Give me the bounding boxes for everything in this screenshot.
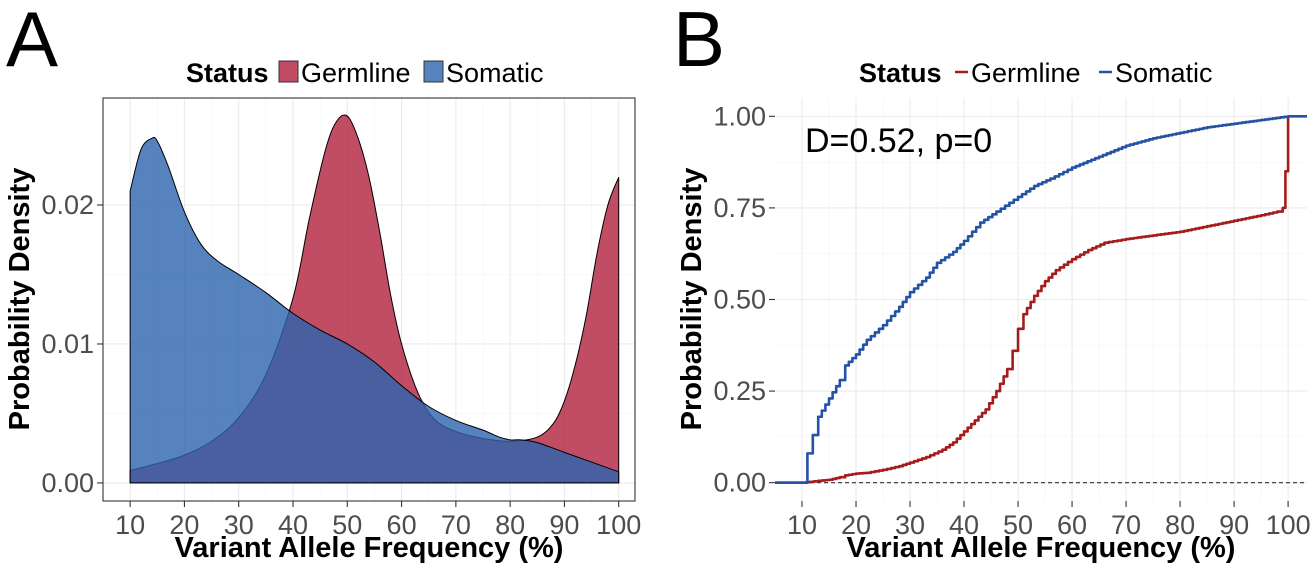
ks-test-annotation: D=0.52, p=0 bbox=[805, 122, 992, 160]
panel-a-x-axis-title: Variant Allele Frequency (%) bbox=[175, 532, 564, 564]
panel-b-letter: B bbox=[673, 0, 725, 83]
panel-b-y-tick-label: 0.00 bbox=[713, 468, 766, 498]
legend-label-somatic: Somatic bbox=[446, 58, 544, 88]
panel-b-y-tick-label: 0.25 bbox=[713, 376, 766, 406]
panel-b-x-axis-title: Variant Allele Frequency (%) bbox=[847, 532, 1236, 564]
panel-b-x-tick-label: 80 bbox=[1165, 510, 1195, 540]
legend-label-somatic: Somatic bbox=[1115, 58, 1213, 88]
panel-a-density-areas bbox=[129, 114, 620, 484]
panel-b-x-tick-label: 70 bbox=[1111, 510, 1141, 540]
panel-a-y-tick-label: 0.01 bbox=[41, 329, 94, 359]
panel-b-gridlines bbox=[775, 98, 1307, 501]
panel-b-x-tick-label: 40 bbox=[949, 510, 979, 540]
legend-label-germline: Germline bbox=[301, 58, 411, 88]
panel-b-x-axis: 10 20 30 40 50 60 70 80 90 100 bbox=[787, 501, 1311, 540]
panel-a-legend-title: Status bbox=[186, 58, 269, 88]
panel-b-legend: Status Germline Somatic bbox=[859, 58, 1213, 88]
ecdf-line-somatic bbox=[775, 115, 1307, 484]
panel-a-x-tick-label: 70 bbox=[441, 510, 471, 540]
panel-b-y-axis: 0.00 0.25 0.50 0.75 1.00 bbox=[713, 101, 775, 498]
panel-b-legend-title: Status bbox=[859, 58, 942, 88]
panel-a-x-tick-label: 60 bbox=[387, 510, 417, 540]
ecdf-line-germline bbox=[775, 116, 1290, 484]
panel-a-x-tick-label: 90 bbox=[549, 510, 579, 540]
panel-b-y-tick-label: 0.50 bbox=[713, 285, 766, 315]
panel-b-x-tick-label: 30 bbox=[895, 510, 925, 540]
panel-b-y-tick-label: 0.75 bbox=[713, 193, 766, 223]
panel-a-x-tick-label: 40 bbox=[278, 510, 308, 540]
panel-a-y-tick-label: 0.00 bbox=[41, 468, 94, 498]
legend-key-somatic bbox=[423, 60, 444, 83]
panel-a-x-tick-label: 50 bbox=[332, 510, 362, 540]
panel-a-x-tick-label: 10 bbox=[115, 510, 145, 540]
legend-label-germline: Germline bbox=[971, 58, 1081, 88]
density-area-somatic bbox=[129, 136, 620, 484]
panel-b-y-axis-title: Probability Density bbox=[676, 168, 708, 431]
panel-a: A Status Germline Somatic 10 20 30 40 50 60 70… bbox=[4, 0, 641, 564]
panel-b-x-tick-label: 50 bbox=[1003, 510, 1033, 540]
panel-a-y-axis: 0.00 0.01 0.02 bbox=[41, 190, 103, 498]
panel-b-x-tick-label: 10 bbox=[787, 510, 817, 540]
panel-a-x-tick-label: 100 bbox=[596, 510, 641, 540]
panel-a-y-tick-label: 0.02 bbox=[41, 190, 94, 220]
panel-a-plot-frame bbox=[102, 97, 636, 502]
panel-a-legend: Status Germline Somatic bbox=[186, 58, 544, 88]
panel-b-y-tick-label: 1.00 bbox=[713, 101, 766, 131]
panel-a-x-tick-label: 30 bbox=[224, 510, 254, 540]
panel-a-letter: A bbox=[6, 0, 58, 83]
panel-a-x-tick-label: 20 bbox=[169, 510, 199, 540]
panel-a-x-axis: 10 20 30 40 50 60 70 80 90 100 bbox=[115, 501, 641, 540]
panel-b-ecdf-lines bbox=[775, 115, 1307, 484]
panel-a-y-axis-title: Probability Density bbox=[4, 168, 36, 431]
panel-b-x-tick-label: 60 bbox=[1057, 510, 1087, 540]
panel-b-x-tick-label: 90 bbox=[1219, 510, 1249, 540]
panel-b-x-tick-label: 20 bbox=[841, 510, 871, 540]
panel-b: B Status Germline Somatic 10 20 30 40 50 60 70… bbox=[673, 0, 1311, 564]
panel-a-x-tick-label: 80 bbox=[495, 510, 525, 540]
panel-b-x-tick-label: 100 bbox=[1266, 510, 1311, 540]
legend-key-germline bbox=[278, 60, 299, 83]
